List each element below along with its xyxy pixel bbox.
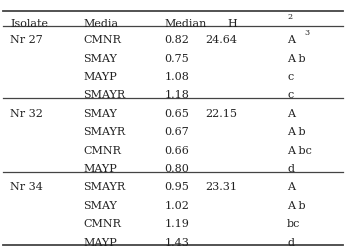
Text: 0.65: 0.65 [164,109,189,119]
Text: A b: A b [287,127,306,137]
Text: MAYP: MAYP [83,164,117,174]
Text: A b: A b [287,201,306,211]
Text: 1.08: 1.08 [164,72,189,82]
Text: 3: 3 [304,29,310,37]
Text: 1.43: 1.43 [164,238,189,248]
Text: d: d [287,238,294,248]
Text: SMAY: SMAY [83,109,117,119]
Text: SMAY: SMAY [83,201,117,211]
Text: 1.02: 1.02 [164,201,189,211]
Text: CMNR: CMNR [83,146,121,156]
Text: CMNR: CMNR [83,35,121,45]
Text: 0.67: 0.67 [164,127,189,137]
Text: Nr 34: Nr 34 [10,182,43,193]
Text: MAYP: MAYP [83,72,117,82]
Text: 2: 2 [287,13,292,21]
Text: A bc: A bc [287,146,312,156]
Text: c: c [287,72,293,82]
Text: CMNR: CMNR [83,219,121,229]
Text: 23.31: 23.31 [205,182,237,193]
Text: SMAYR: SMAYR [83,127,125,137]
Text: SMAYR: SMAYR [83,182,125,193]
Text: 0.82: 0.82 [164,35,189,45]
Text: 22.15: 22.15 [205,109,237,119]
Text: Median: Median [164,19,207,29]
Text: H: H [227,19,237,29]
Text: A: A [287,35,295,45]
Text: Nr 27: Nr 27 [10,35,43,45]
Text: 0.80: 0.80 [164,164,189,174]
Text: 0.75: 0.75 [164,54,189,64]
Text: 24.64: 24.64 [205,35,237,45]
Text: Media: Media [83,19,118,29]
Text: SMAYR: SMAYR [83,90,125,101]
Text: 1.19: 1.19 [164,219,189,229]
Text: Isolate: Isolate [10,19,48,29]
Text: Nr 32: Nr 32 [10,109,43,119]
Text: A: A [287,109,295,119]
Text: 0.66: 0.66 [164,146,189,156]
Text: d: d [287,164,294,174]
Text: c: c [287,90,293,101]
Text: 0.95: 0.95 [164,182,189,193]
Text: SMAY: SMAY [83,54,117,64]
Text: A b: A b [287,54,306,64]
Text: MAYP: MAYP [83,238,117,248]
Text: 1.18: 1.18 [164,90,189,101]
Text: A: A [287,182,295,193]
Text: bc: bc [287,219,301,229]
